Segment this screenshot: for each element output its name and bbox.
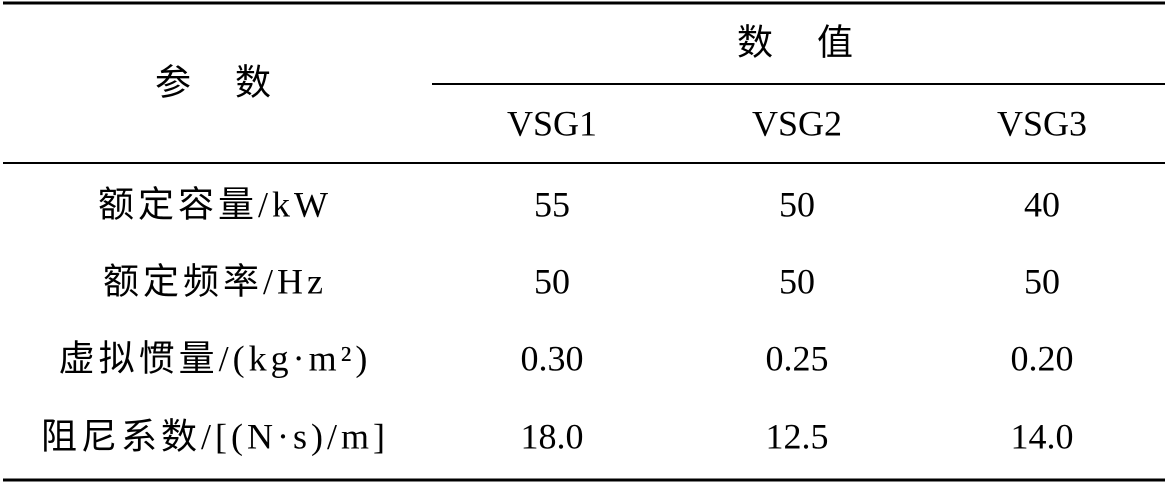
cell: 12.5	[766, 416, 829, 456]
cell: 18.0	[521, 416, 584, 456]
cell: 0.25	[766, 338, 829, 378]
column-header: VSG2	[752, 103, 842, 143]
cell: 50	[534, 261, 570, 301]
row-label: 额定频率/Hz	[103, 261, 327, 301]
cell: 50	[779, 184, 815, 224]
row-label: 阻尼系数/[(N·s)/m]	[41, 416, 389, 456]
row-label: 额定容量/kW	[98, 184, 332, 224]
cell: 55	[534, 184, 570, 224]
value-group-header: 数 值	[737, 22, 857, 62]
cell: 50	[779, 261, 815, 301]
cell: 0.20	[1011, 338, 1074, 378]
cell: 50	[1024, 261, 1060, 301]
row-label: 虚拟惯量/(kg·m²)	[59, 338, 372, 378]
column-header: VSG1	[507, 103, 597, 143]
cell: 40	[1024, 184, 1060, 224]
param-header: 参 数	[155, 62, 275, 102]
column-header: VSG3	[997, 103, 1087, 143]
cell: 14.0	[1011, 416, 1074, 456]
cell: 0.30	[521, 338, 584, 378]
